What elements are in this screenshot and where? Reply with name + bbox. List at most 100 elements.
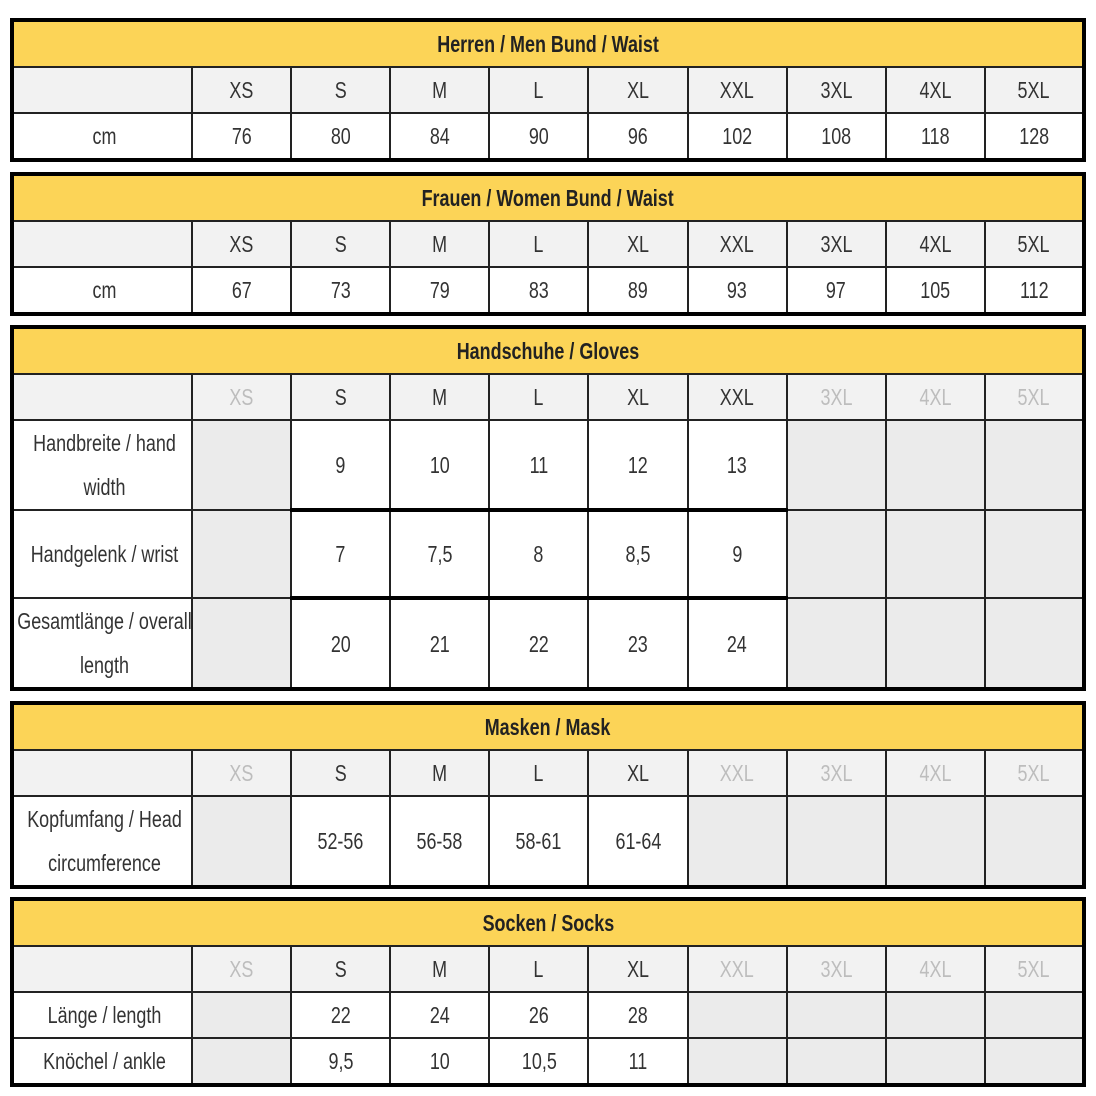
size-header-text: XS [229, 231, 254, 257]
value-cell [686, 1037, 788, 1086]
value-cell [190, 795, 293, 888]
size-header: XXL [686, 749, 788, 797]
value-cell: 21 [389, 596, 491, 690]
value-cell-text: 58-61 [515, 828, 562, 854]
size-header: S [290, 220, 392, 268]
size-header-text: M [432, 760, 448, 786]
value-cell: 10,5 [488, 1037, 590, 1086]
size-header-text: XL [627, 956, 649, 982]
value-cell-text: 52-56 [317, 828, 364, 854]
value-cell [983, 991, 1086, 1039]
size-header-text: XXL [720, 384, 755, 410]
value-cell [983, 419, 1086, 511]
size-header-text: M [432, 231, 448, 257]
size-header: S [290, 945, 392, 993]
value-cell-text: 22 [528, 630, 549, 657]
size-header-row: XS S M L XL XXL 3XL 4XL 5XL [11, 220, 1086, 268]
value-cell-text: 84 [429, 123, 450, 149]
size-header: 3XL [785, 66, 887, 114]
size-header: S [290, 66, 392, 114]
value-cell-text: 108 [821, 123, 852, 149]
table-title-text: Masken / Mask [485, 714, 611, 740]
value-cell: 128 [983, 112, 1086, 161]
value-cell-text: 93 [727, 277, 748, 303]
row-label-text: Handgelenk / wrist [30, 541, 179, 567]
size-header: 4XL [884, 66, 986, 114]
table-row: Knöchel / ankle 9,5 10 10,5 11 [11, 1037, 1086, 1086]
value-cell: 13 [686, 419, 788, 511]
value-cell-text: 89 [628, 277, 648, 303]
table-title: Frauen / Women Bund / Waist [11, 173, 1085, 222]
value-cell-text: 79 [429, 277, 450, 303]
size-header: 5XL [983, 220, 1086, 268]
row-label: Handbreite / hand width [11, 419, 193, 511]
size-header-text: XXL [720, 956, 755, 982]
value-cell-text: 7 [335, 541, 346, 567]
value-cell: 9,5 [290, 1037, 392, 1086]
value-cell: 67 [190, 266, 293, 315]
row-label-text: Handbreite / hand width [33, 430, 176, 500]
value-cell [785, 991, 887, 1039]
value-cell: 12 [587, 419, 689, 511]
size-header: M [389, 66, 491, 114]
size-header: 3XL [785, 749, 887, 797]
value-cell-text: 9 [335, 451, 346, 478]
value-cell: 112 [983, 266, 1086, 315]
size-header: S [290, 749, 392, 797]
size-header-text: S [334, 760, 347, 786]
row-label-text: Kopfumfang / Head circumference [27, 806, 182, 876]
row-label-text: Knöchel / ankle [43, 1048, 166, 1074]
size-header: XS [190, 749, 293, 797]
size-header-text: S [334, 77, 347, 103]
size-header: 5XL [983, 749, 1086, 797]
size-header-text: L [533, 384, 544, 410]
value-cell-text: 56-58 [416, 828, 463, 854]
size-header-text: XS [229, 956, 254, 982]
table-row: Handgelenk / wrist 7 7,5 8 8,5 9 [11, 508, 1086, 599]
value-cell: 28 [587, 991, 689, 1039]
size-header: L [488, 373, 590, 421]
row-label: Gesamtlänge / overall length [11, 597, 193, 690]
size-header-text: XXL [720, 231, 755, 257]
value-cell [785, 419, 887, 511]
size-header: M [389, 220, 491, 268]
value-cell-text: 12 [628, 451, 648, 478]
size-header: 3XL [785, 220, 887, 268]
value-cell: 89 [587, 266, 689, 315]
value-cell: 96 [587, 112, 689, 161]
size-header: 5XL [983, 66, 1086, 114]
value-cell: 90 [488, 112, 590, 161]
value-cell [686, 991, 788, 1039]
value-cell: 10 [389, 419, 491, 511]
value-cell: 23 [587, 596, 689, 690]
size-header-text: L [533, 77, 544, 103]
value-cell: 73 [290, 266, 392, 315]
row-label: Kopfumfang / Head circumference [11, 795, 193, 888]
value-cell: 118 [884, 112, 986, 161]
row-label-text: Länge / length [47, 1002, 162, 1028]
value-cell: 58-61 [488, 795, 590, 888]
value-cell: 97 [785, 266, 887, 315]
value-cell-text: 9 [732, 541, 743, 567]
size-header-row: XS S M L XL XXL 3XL 4XL 5XL [11, 66, 1086, 114]
value-cell-text: 76 [231, 123, 252, 149]
value-cell [983, 795, 1086, 888]
table-row: Handbreite / hand width 9 10 11 12 13 [11, 419, 1086, 511]
value-cell-text: 8,5 [625, 541, 651, 567]
row-label: Knöchel / ankle [11, 1037, 193, 1086]
table-title: Masken / Mask [11, 702, 1085, 751]
value-cell-text: 10 [429, 1048, 450, 1074]
value-cell-text: 7,5 [427, 541, 453, 567]
size-header-text: XL [627, 760, 649, 786]
value-cell: 7,5 [389, 508, 491, 599]
value-cell [983, 1037, 1086, 1086]
value-cell [785, 597, 887, 690]
value-cell: 9 [686, 508, 788, 599]
value-cell [884, 597, 986, 690]
size-header-text: XL [627, 77, 649, 103]
size-header-text: 5XL [1017, 956, 1050, 982]
value-cell: 56-58 [389, 795, 491, 888]
table-title-text: Handschuhe / Gloves [456, 338, 640, 364]
size-header: XS [190, 945, 293, 993]
size-header-text: 4XL [919, 956, 952, 982]
